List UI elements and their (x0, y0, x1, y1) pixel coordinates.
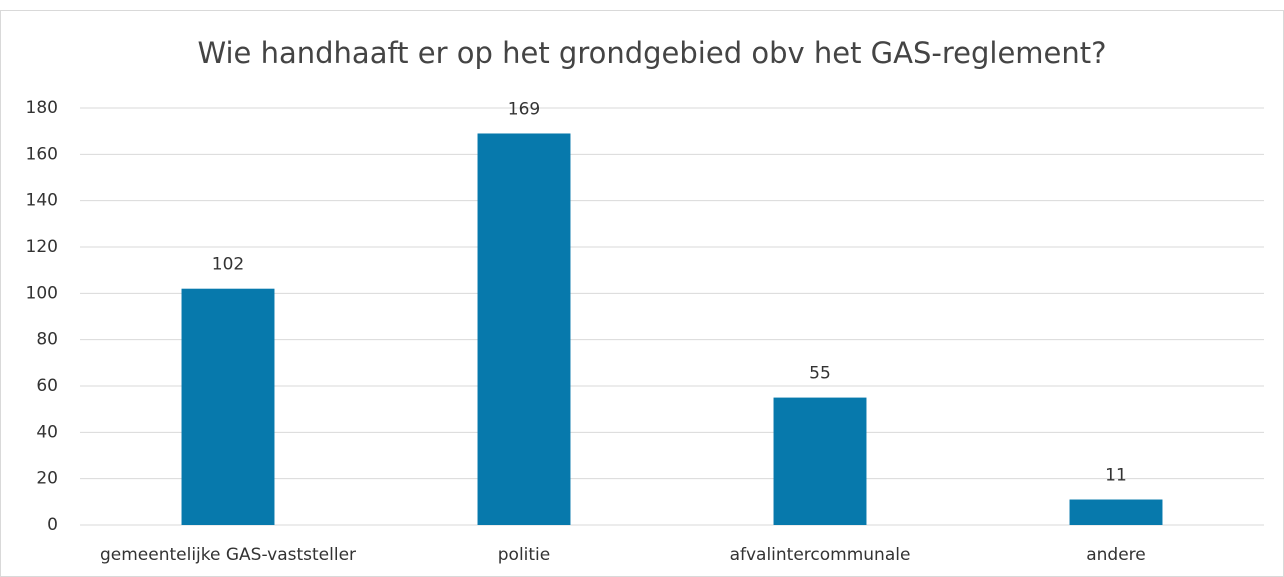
x-tick-label: politie (498, 545, 551, 565)
x-tick-label: andere (1086, 545, 1146, 565)
x-tick-label: afvalintercommunale (730, 545, 911, 565)
y-tick-label: 60 (36, 376, 58, 396)
data-label: 102 (212, 255, 244, 275)
y-tick-label: 180 (26, 98, 58, 118)
y-tick-label: 20 (36, 469, 58, 489)
bar (181, 288, 275, 525)
data-label: 55 (809, 364, 831, 384)
y-tick-label: 140 (26, 191, 58, 211)
bar (1069, 499, 1163, 525)
y-tick-label: 120 (26, 237, 58, 257)
bar (477, 133, 571, 525)
y-tick-label: 40 (36, 422, 58, 442)
x-tick-label: gemeentelijke GAS-vaststeller (100, 545, 356, 565)
y-tick-label: 80 (36, 330, 58, 350)
data-label: 169 (508, 99, 540, 119)
y-tick-label: 100 (26, 283, 58, 303)
data-label: 11 (1105, 466, 1127, 486)
chart-title: Wie handhaaft er op het grondgebied obv … (197, 36, 1106, 70)
y-tick-label: 160 (26, 144, 58, 164)
bar (773, 397, 867, 525)
y-tick-label: 0 (47, 515, 58, 535)
